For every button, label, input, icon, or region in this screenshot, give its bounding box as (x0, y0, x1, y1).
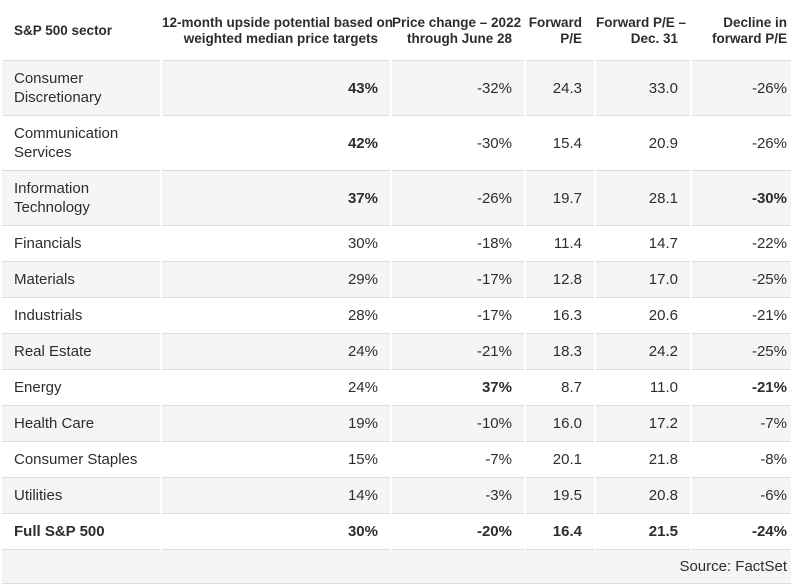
cell-fwd_pe_dec31: 20.8 (596, 478, 690, 514)
cell-price_change: -26% (392, 171, 524, 226)
cell-price_change: 37% (392, 370, 524, 406)
table-row: Full S&P 500 30% -20% 16.4 21.5 -24% (2, 514, 791, 550)
cell-price_change: -32% (392, 61, 524, 116)
cell-fwd_pe: 19.5 (526, 478, 594, 514)
cell-decline: -25% (692, 334, 791, 370)
cell-sector: Energy (2, 370, 160, 406)
source-note: Source: FactSet (2, 550, 791, 584)
cell-decline: -7% (692, 406, 791, 442)
header-row: S&P 500 sector 12-month upside potential… (2, 0, 791, 61)
cell-fwd_pe: 19.7 (526, 171, 594, 226)
cell-upside: 19% (162, 406, 390, 442)
cell-fwd_pe_dec31: 11.0 (596, 370, 690, 406)
cell-decline: -21% (692, 298, 791, 334)
cell-fwd_pe: 12.8 (526, 262, 594, 298)
cell-decline: -22% (692, 226, 791, 262)
table-row: Consumer Discretionary 43% -32% 24.3 33.0 -26… (2, 61, 791, 116)
cell-fwd_pe_dec31: 17.2 (596, 406, 690, 442)
cell-price_change: -7% (392, 442, 524, 478)
cell-decline: -26% (692, 61, 791, 116)
cell-fwd_pe: 16.4 (526, 514, 594, 550)
cell-upside: 43% (162, 61, 390, 116)
cell-price_change: -20% (392, 514, 524, 550)
cell-decline: -6% (692, 478, 791, 514)
cell-price_change: -18% (392, 226, 524, 262)
cell-upside: 30% (162, 514, 390, 550)
cell-fwd_pe: 16.3 (526, 298, 594, 334)
cell-sector: Utilities (2, 478, 160, 514)
cell-upside: 29% (162, 262, 390, 298)
column-header-forward-pe: Forward P/E (526, 0, 594, 61)
cell-sector: Communication Services (2, 116, 160, 171)
cell-fwd_pe_dec31: 28.1 (596, 171, 690, 226)
cell-price_change: -10% (392, 406, 524, 442)
cell-decline: -8% (692, 442, 791, 478)
cell-fwd_pe_dec31: 21.5 (596, 514, 690, 550)
cell-price_change: -17% (392, 298, 524, 334)
cell-price_change: -21% (392, 334, 524, 370)
cell-sector: Industrials (2, 298, 160, 334)
table-row: Information Technology 37% -26% 19.7 28.1 -30… (2, 171, 791, 226)
cell-sector: Consumer Staples (2, 442, 160, 478)
cell-fwd_pe_dec31: 20.6 (596, 298, 690, 334)
table-row: Materials 29% -17% 12.8 17.0 -25% (2, 262, 791, 298)
table-row: Health Care 19% -10% 16.0 17.2 -7% (2, 406, 791, 442)
table-row: Real Estate 24% -21% 18.3 24.2 -25% (2, 334, 791, 370)
column-header-sector: S&P 500 sector (2, 0, 160, 61)
cell-sector: Consumer Discretionary (2, 61, 160, 116)
cell-fwd_pe: 11.4 (526, 226, 594, 262)
table-row: Industrials 28% -17% 16.3 20.6 -21% (2, 298, 791, 334)
cell-fwd_pe: 15.4 (526, 116, 594, 171)
cell-decline: -30% (692, 171, 791, 226)
cell-sector: Materials (2, 262, 160, 298)
table-row: Utilities 14% -3% 19.5 20.8 -6% (2, 478, 791, 514)
cell-fwd_pe: 24.3 (526, 61, 594, 116)
cell-sector: Full S&P 500 (2, 514, 160, 550)
cell-upside: 28% (162, 298, 390, 334)
table-row: Communication Services 42% -30% 15.4 20.9 -26… (2, 116, 791, 171)
cell-upside: 15% (162, 442, 390, 478)
cell-upside: 14% (162, 478, 390, 514)
cell-fwd_pe: 20.1 (526, 442, 594, 478)
cell-fwd_pe_dec31: 33.0 (596, 61, 690, 116)
cell-decline: -21% (692, 370, 791, 406)
cell-sector: Information Technology (2, 171, 160, 226)
cell-price_change: -30% (392, 116, 524, 171)
table-row: Financials 30% -18% 11.4 14.7 -22% (2, 226, 791, 262)
cell-fwd_pe_dec31: 21.8 (596, 442, 690, 478)
cell-sector: Health Care (2, 406, 160, 442)
cell-fwd_pe_dec31: 14.7 (596, 226, 690, 262)
cell-upside: 30% (162, 226, 390, 262)
cell-fwd_pe_dec31: 20.9 (596, 116, 690, 171)
sp500-sector-table: S&P 500 sector 12-month upside potential… (2, 0, 791, 584)
cell-decline: -24% (692, 514, 791, 550)
table-row: Consumer Staples 15% -7% 20.1 21.8 -8% (2, 442, 791, 478)
cell-fwd_pe: 18.3 (526, 334, 594, 370)
cell-price_change: -3% (392, 478, 524, 514)
cell-upside: 24% (162, 334, 390, 370)
column-header-decline: Decline in forward P/E (692, 0, 791, 61)
column-header-forward-pe-dec31: Forward P/E – Dec. 31 (596, 0, 690, 61)
cell-sector: Real Estate (2, 334, 160, 370)
cell-fwd_pe_dec31: 24.2 (596, 334, 690, 370)
table-row: Energy 24% 37% 8.7 11.0 -21% (2, 370, 791, 406)
cell-fwd_pe_dec31: 17.0 (596, 262, 690, 298)
cell-upside: 37% (162, 171, 390, 226)
cell-upside: 24% (162, 370, 390, 406)
cell-decline: -26% (692, 116, 791, 171)
cell-sector: Financials (2, 226, 160, 262)
cell-upside: 42% (162, 116, 390, 171)
cell-fwd_pe: 16.0 (526, 406, 594, 442)
column-header-upside: 12-month upside potential based on weigh… (162, 0, 393, 61)
column-header-price-change: Price change – 2022 through June 28 (392, 0, 524, 61)
cell-decline: -25% (692, 262, 791, 298)
table-body: Consumer Discretionary 43% -32% 24.3 33.0 -26… (2, 61, 791, 584)
source-row: Source: FactSet (2, 550, 791, 584)
cell-fwd_pe: 8.7 (526, 370, 594, 406)
cell-price_change: -17% (392, 262, 524, 298)
